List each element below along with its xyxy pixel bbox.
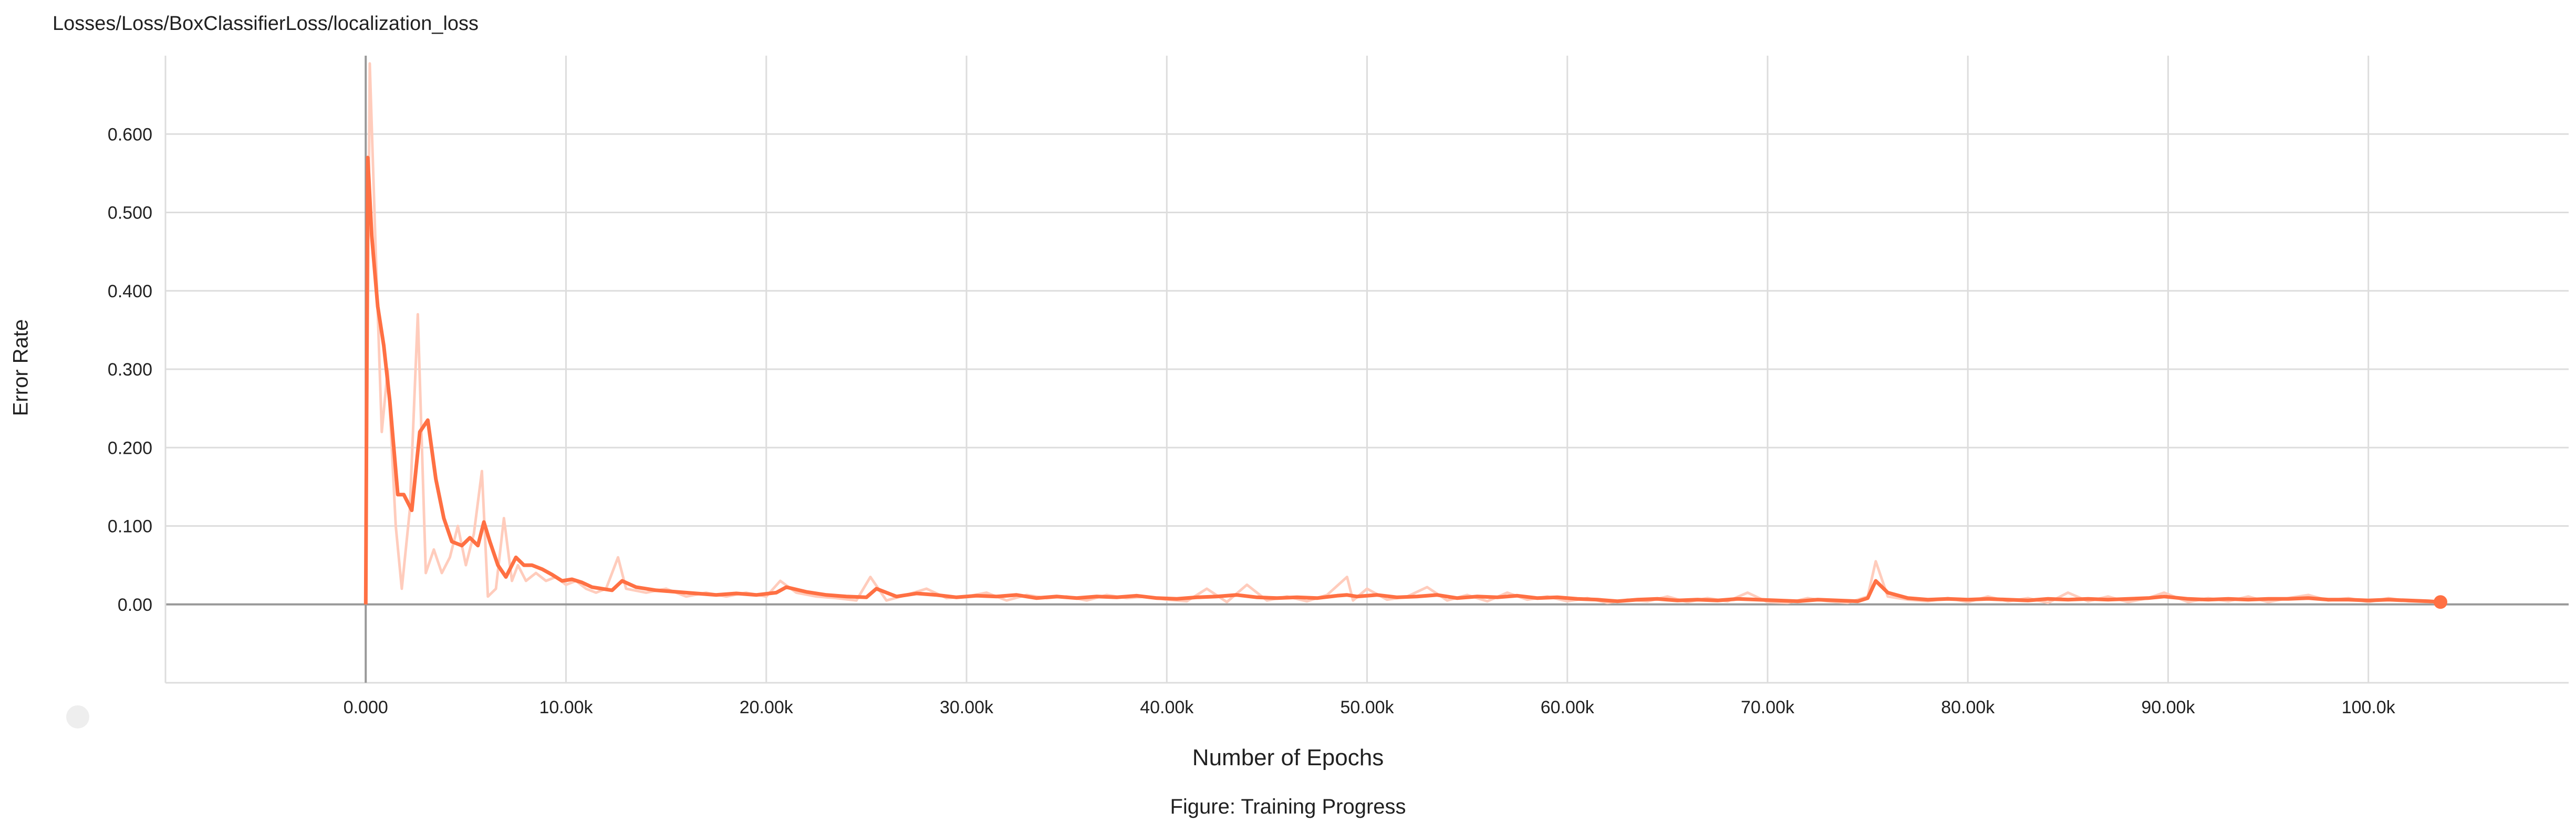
x-tick-label: 10.00k (539, 697, 593, 717)
y-tick-label: 0.600 (108, 124, 152, 144)
x-tick-label: 40.00k (1140, 697, 1194, 717)
chart-title: Losses/Loss/BoxClassifierLoss/localizati… (53, 13, 479, 35)
smoothed-loss-line (363, 155, 2441, 605)
x-tick-label: 90.00k (2141, 697, 2195, 717)
chart-expand-handle[interactable] (66, 705, 89, 728)
x-tick-label: 60.00k (1541, 697, 1595, 717)
x-tick-label: 0.000 (344, 697, 388, 717)
x-tick-label: 70.00k (1741, 697, 1795, 717)
x-tick-label: 80.00k (1941, 697, 1995, 717)
x-tick-label: 50.00k (1340, 697, 1394, 717)
y-tick-label: 0.100 (108, 517, 152, 537)
x-tick-label: 20.00k (740, 697, 794, 717)
y-tick-label: 0.200 (108, 438, 152, 458)
y-tick-label: 0.00 (118, 595, 152, 615)
y-tick-label: 0.300 (108, 360, 152, 380)
y-tick-label: 0.500 (108, 203, 152, 223)
last-point-marker (2434, 595, 2447, 609)
x-tick-label: 30.00k (940, 697, 994, 717)
x-tick-label: 100.0k (2342, 697, 2396, 717)
raw-loss-line (364, 62, 2441, 605)
x-axis-label: Number of Epochs (1192, 745, 1384, 770)
y-tick-label: 0.400 (108, 282, 152, 301)
figure-caption: Figure: Training Progress (1170, 795, 1406, 818)
